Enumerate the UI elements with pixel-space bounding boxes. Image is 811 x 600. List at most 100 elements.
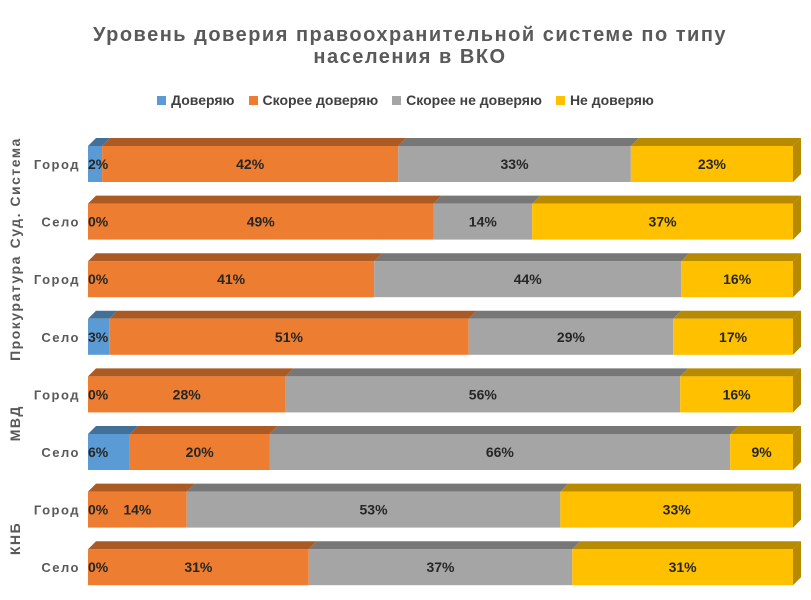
- bar-segment: [532, 203, 793, 240]
- bar-segment-top: [109, 310, 477, 319]
- bar-segment: [308, 549, 573, 586]
- bar-segment-top: [102, 138, 407, 146]
- legend-item: Не доверяю: [555, 92, 654, 108]
- group-label: Прокуратура: [7, 255, 23, 361]
- data-label: 0%: [88, 214, 109, 230]
- data-label: 0%: [88, 271, 109, 287]
- bar-segment-top: [285, 368, 689, 377]
- category-label: Город: [34, 503, 80, 518]
- bar-segment-top: [532, 195, 801, 204]
- legend-label: Не доверяю: [569, 92, 654, 108]
- data-label: 42%: [236, 156, 265, 172]
- bar-side: [793, 195, 801, 240]
- data-label: 31%: [184, 559, 213, 575]
- bar-segment: [88, 434, 130, 470]
- bar-segment: [88, 376, 286, 413]
- group-label: Суд. Система: [7, 137, 23, 248]
- bar-segment-top: [673, 310, 801, 319]
- legend-item: Доверяю: [157, 92, 235, 108]
- bar-segment: [269, 434, 731, 470]
- bar-segment-top: [630, 138, 801, 146]
- data-label: 31%: [669, 559, 698, 575]
- legend-label: Скорее доверяю: [262, 92, 379, 108]
- data-label: 33%: [501, 156, 530, 172]
- legend-label: Доверяю: [171, 92, 235, 108]
- legend-swatch: [392, 95, 402, 105]
- data-label: 23%: [698, 156, 727, 172]
- category-label: Город: [34, 272, 80, 287]
- bar-segment: [186, 491, 561, 528]
- category-label: Село: [41, 445, 80, 460]
- bar-segment-top: [308, 541, 581, 550]
- legend-swatch: [157, 95, 167, 105]
- bar-segment: [560, 491, 793, 528]
- group-label: МВД: [7, 405, 23, 441]
- data-label: 41%: [217, 271, 246, 287]
- bar-segment-top: [433, 195, 541, 204]
- data-label: 2%: [88, 156, 109, 172]
- category-label: Город: [34, 387, 80, 402]
- data-label: 6%: [88, 444, 109, 460]
- bar-segment-top: [129, 426, 278, 434]
- bar-segment: [88, 491, 187, 528]
- data-label: 17%: [719, 329, 748, 345]
- data-label: 37%: [426, 559, 455, 575]
- bar-segment-top: [88, 253, 383, 262]
- chart-title: Уровень доверия правоохранительной систе…: [92, 24, 728, 68]
- bar-segment-top: [186, 483, 569, 492]
- category-label: Село: [41, 560, 80, 575]
- bar-segment: [285, 376, 681, 413]
- bar-side: [793, 138, 801, 182]
- bar-segment-top: [88, 310, 118, 319]
- legend: Доверяю Скорее доверяю Скорее не доверяю Не…: [0, 92, 811, 108]
- data-label: 0%: [88, 386, 109, 402]
- bar-segment: [129, 434, 270, 470]
- bar-side: [793, 310, 801, 355]
- bar-segment: [88, 146, 103, 182]
- bar-segment: [630, 146, 793, 182]
- category-label: Город: [34, 157, 80, 172]
- bar-segment-top: [374, 253, 690, 262]
- bar-segment: [88, 203, 434, 240]
- category-label: Село: [41, 330, 80, 345]
- data-label: 16%: [723, 386, 752, 402]
- bar-segment-top: [730, 426, 801, 434]
- bar-side: [793, 541, 801, 586]
- bar-side: [793, 368, 801, 413]
- bar-segment: [374, 261, 682, 298]
- data-label: 66%: [486, 444, 515, 460]
- bar-segment-top: [680, 368, 801, 377]
- bar-segment-top: [269, 426, 739, 434]
- bar-segment-top: [88, 483, 195, 492]
- bar-segment: [572, 549, 793, 586]
- bar-segment: [730, 434, 793, 470]
- bar-segment: [433, 203, 533, 240]
- bar-segment: [673, 318, 793, 355]
- data-label: 37%: [649, 214, 678, 230]
- data-label: 33%: [663, 502, 692, 518]
- data-label: 28%: [173, 386, 202, 402]
- data-label: 51%: [275, 329, 304, 345]
- data-label: 53%: [360, 502, 389, 518]
- bar-segment: [88, 318, 110, 355]
- data-label: 56%: [469, 386, 498, 402]
- bar-segment: [109, 318, 469, 355]
- data-label: 44%: [514, 271, 543, 287]
- bar-side: [793, 483, 801, 528]
- bar-segment-top: [560, 483, 801, 492]
- legend-label: Скорее не доверяю: [406, 92, 542, 108]
- bar-segment-top: [88, 426, 138, 434]
- bar-segment: [88, 549, 309, 586]
- bar-side: [793, 426, 801, 470]
- bar-side: [793, 253, 801, 298]
- group-label: КНБ: [7, 522, 23, 555]
- bar-segment: [102, 146, 399, 182]
- data-label: 20%: [186, 444, 215, 460]
- data-label: 14%: [469, 214, 498, 230]
- data-label: 29%: [557, 329, 586, 345]
- data-label: 3%: [88, 329, 109, 345]
- data-label: 0%: [88, 502, 109, 518]
- bar-segment-top: [88, 541, 317, 550]
